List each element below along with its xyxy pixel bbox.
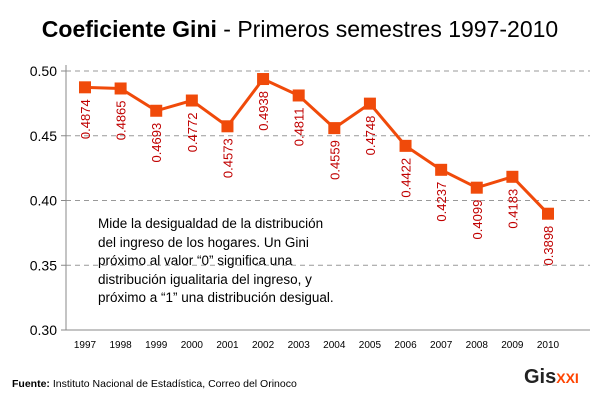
x-tick-label: 2001 — [216, 340, 239, 351]
data-label: 0.4772 — [185, 113, 200, 153]
data-point — [185, 94, 198, 107]
data-label: 0.4099 — [470, 200, 485, 240]
data-label: 0.4693 — [149, 123, 164, 163]
x-tick-label: 1997 — [74, 340, 97, 351]
x-tick-label: 2005 — [359, 340, 382, 351]
data-point — [292, 89, 305, 102]
data-label: 0.4573 — [220, 138, 235, 178]
title-rest: - Primeros semestres 1997-2010 — [216, 16, 559, 42]
x-tick-label: 2008 — [466, 340, 489, 351]
data-point — [114, 82, 127, 95]
data-point — [363, 97, 376, 110]
annotation: Mide la desigualdad de la distribución d… — [98, 216, 334, 305]
data-point — [542, 207, 554, 220]
x-tick-label: 2000 — [181, 340, 204, 351]
data-label: 0.4811 — [292, 107, 307, 146]
data-label: 0.4559 — [327, 140, 342, 180]
data-label: 0.4748 — [363, 116, 378, 156]
title-bold: Coeficiente Gini — [41, 16, 217, 42]
data-point — [150, 104, 163, 117]
x-tick-label: 2007 — [430, 340, 453, 351]
data-label: 0.4874 — [78, 99, 93, 139]
x-tick-label: 2010 — [537, 340, 560, 351]
x-tick-label: 2009 — [501, 340, 524, 351]
data-point — [470, 181, 483, 194]
data-point — [79, 81, 91, 94]
data-point — [257, 73, 270, 86]
source-note: Fuente: Instituto Nacional de Estadístic… — [12, 378, 297, 390]
x-tick-label: 2006 — [394, 340, 417, 351]
data-label: 0.4938 — [256, 91, 271, 131]
logo-main: Gis — [524, 366, 557, 388]
x-tick-label: 2002 — [252, 340, 275, 351]
data-point — [399, 139, 412, 152]
source-text: Instituto Nacional de Estadística, Corre… — [49, 378, 297, 390]
chart-title: Coeficiente Gini - Primeros semestres 19… — [0, 16, 600, 43]
source-label: Fuente: — [12, 378, 50, 390]
data-point — [435, 163, 448, 176]
y-tick-label: 0.35 — [30, 257, 57, 273]
x-tick-label: 2003 — [288, 340, 311, 351]
y-tick-label: 0.50 — [30, 63, 57, 79]
y-tick-label: 0.45 — [30, 128, 57, 144]
data-label: 0.4183 — [505, 189, 520, 229]
data-point — [328, 122, 341, 135]
data-point — [506, 170, 519, 183]
data-label: 0.4865 — [114, 100, 129, 140]
x-tick-label: 1998 — [109, 340, 132, 351]
data-label: 0.4237 — [434, 182, 449, 222]
data-label: 0.3898 — [541, 226, 556, 266]
y-tick-label: 0.40 — [30, 193, 57, 209]
y-tick-label: 0.30 — [30, 322, 57, 338]
data-label: 0.4422 — [399, 158, 414, 198]
x-tick-label: 2004 — [323, 340, 346, 351]
logo: GisXXI — [524, 366, 579, 389]
logo-accent: XXI — [556, 370, 579, 386]
data-point — [221, 120, 234, 133]
x-tick-label: 1999 — [145, 340, 168, 351]
